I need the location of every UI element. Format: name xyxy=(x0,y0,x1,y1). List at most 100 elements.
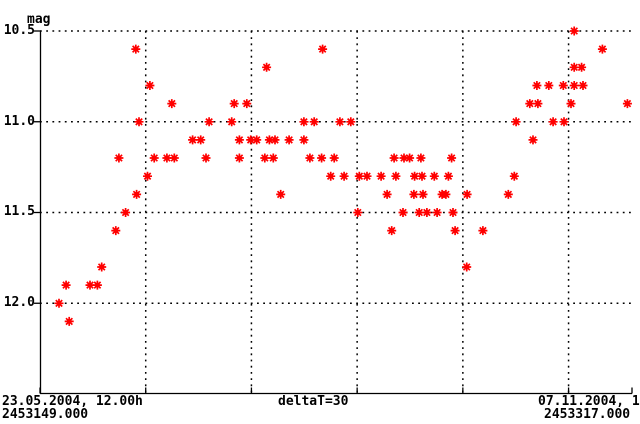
data-point xyxy=(111,226,121,236)
data-point xyxy=(566,99,576,109)
data-point xyxy=(299,135,309,145)
data-point xyxy=(204,117,214,127)
data-point xyxy=(382,189,392,199)
data-point xyxy=(114,153,124,163)
data-point xyxy=(246,135,256,145)
data-point xyxy=(448,208,458,217)
data-point xyxy=(511,117,521,127)
data-point xyxy=(429,171,439,181)
y-tick-label: 11.0 xyxy=(3,114,35,129)
data-point xyxy=(362,171,372,181)
data-point xyxy=(432,208,442,217)
data-point xyxy=(558,81,568,90)
data-point xyxy=(268,153,278,163)
data-point xyxy=(353,208,363,217)
data-point xyxy=(422,208,432,217)
data-point xyxy=(417,171,427,181)
data-point xyxy=(441,189,451,199)
data-point xyxy=(447,153,457,163)
data-point xyxy=(389,153,399,163)
data-point xyxy=(132,189,142,199)
data-point xyxy=(167,99,177,109)
x-axis-end-jd-label: 2453317.000 xyxy=(544,407,631,422)
data-point xyxy=(284,135,294,145)
data-point xyxy=(242,99,252,109)
data-point xyxy=(548,117,558,127)
data-point xyxy=(299,117,309,127)
data-point xyxy=(509,171,519,181)
data-point xyxy=(145,81,155,90)
data-point xyxy=(391,171,401,181)
x-axis-deltat-label: deltaT=30 xyxy=(278,394,349,409)
data-point xyxy=(309,117,319,127)
data-point xyxy=(354,171,364,181)
data-point xyxy=(318,44,328,54)
data-point xyxy=(450,226,460,236)
data-point xyxy=(64,316,74,326)
x-axis-start-date-label: 23.05.2004, 12.00h xyxy=(2,394,143,409)
data-point xyxy=(577,62,587,72)
data-point xyxy=(97,262,107,272)
data-point xyxy=(339,171,349,181)
data-point xyxy=(462,189,472,199)
data-point xyxy=(410,171,420,181)
data-point xyxy=(569,26,579,36)
data-point xyxy=(264,135,274,145)
data-point xyxy=(622,99,632,109)
data-point xyxy=(329,153,339,163)
data-point xyxy=(376,171,386,181)
data-point xyxy=(162,153,172,163)
data-point xyxy=(418,189,428,199)
data-point xyxy=(326,171,336,181)
data-point xyxy=(201,153,211,163)
data-point xyxy=(533,99,543,109)
data-point xyxy=(252,135,262,145)
data-point xyxy=(478,226,488,236)
data-point xyxy=(532,81,542,90)
data-point xyxy=(234,153,244,163)
data-point xyxy=(121,208,131,217)
data-point xyxy=(54,298,64,308)
data-point xyxy=(227,117,237,127)
data-point xyxy=(597,44,607,54)
data-point xyxy=(131,44,141,54)
data-point xyxy=(416,153,426,163)
data-point xyxy=(61,280,71,290)
data-point xyxy=(92,280,102,290)
y-tick-label: 12.0 xyxy=(3,295,35,310)
data-point xyxy=(276,189,286,199)
y-tick-label: 11.5 xyxy=(3,204,35,219)
data-point xyxy=(346,117,356,127)
y-tick-label: 10.5 xyxy=(3,23,35,38)
data-point xyxy=(398,208,408,217)
data-point xyxy=(405,153,415,163)
y-axis-unit-label: mag xyxy=(27,12,51,27)
x-axis-end-date-label: 07.11.2004, 1 xyxy=(538,394,640,409)
data-point xyxy=(143,171,152,181)
data-point xyxy=(169,153,179,163)
data-point xyxy=(503,189,513,199)
data-point xyxy=(317,153,327,163)
data-point xyxy=(335,117,345,127)
data-point xyxy=(399,153,409,163)
data-point xyxy=(234,135,244,145)
data-point xyxy=(544,81,554,90)
data-point xyxy=(229,99,239,109)
data-point xyxy=(569,81,579,90)
data-point xyxy=(462,262,472,272)
data-point xyxy=(414,208,424,217)
data-point xyxy=(262,62,272,72)
data-point xyxy=(443,171,453,181)
data-point xyxy=(270,135,280,145)
data-point xyxy=(85,280,95,290)
data-point xyxy=(149,153,159,163)
data-point xyxy=(528,135,538,145)
data-point xyxy=(569,62,579,72)
data-point xyxy=(134,117,144,127)
data-point xyxy=(305,153,315,163)
data-point xyxy=(387,226,397,236)
data-point xyxy=(188,135,198,145)
data-point xyxy=(559,117,569,127)
